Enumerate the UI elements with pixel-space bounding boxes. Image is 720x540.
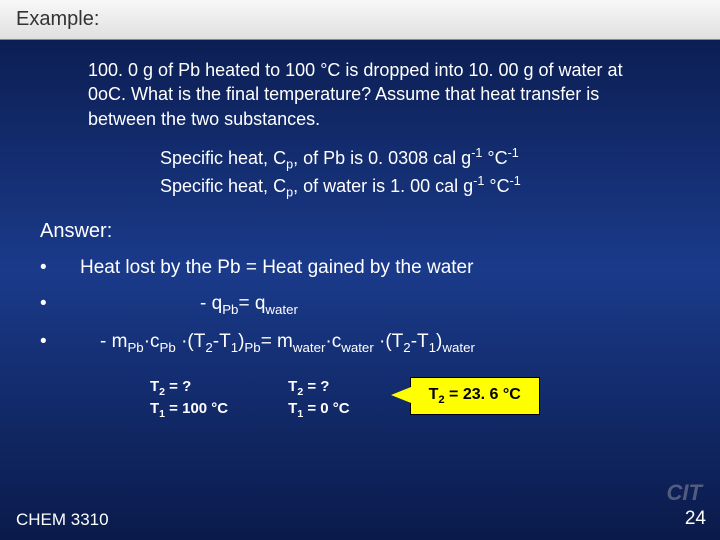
footer-course: CHEM 3310 [16,510,109,530]
specific-heat-water: Specific heat, Cp, of water is 1. 00 cal… [160,173,680,202]
equation-3-row: • - mPb·cPb ·(T2-T1)Pb= mwater·cwater ·(… [40,331,680,355]
bullet-icon: • [40,257,80,279]
answer-label: Answer: [40,220,680,243]
problem-statement: 100. 0 g of Pb heated to 100 °C is dropp… [40,58,680,131]
footer-page-number: 24 [685,508,706,530]
bullet-icon: • [40,331,80,353]
specific-heat-pb: Specific heat, Cp, of Pb is 0. 0308 cal … [160,145,680,174]
problem-text: 100. 0 g of Pb heated to 100 °C is dropp… [88,60,623,129]
specific-heat-block: Specific heat, Cp, of Pb is 0. 0308 cal … [40,145,680,202]
equation-1-row: • Heat lost by the Pb = Heat gained by t… [40,257,680,279]
temp-water: T2 = ? T1 = 0 °C [288,377,349,421]
bullet-icon: • [40,293,80,315]
equation-2-row: • - qPb= qwater [40,293,680,317]
equation-3: - mPb·cPb ·(T2-T1)Pb= mwater·cwater ·(T2… [80,331,475,355]
slide-content: 100. 0 g of Pb heated to 100 °C is dropp… [0,40,720,421]
temp-pb: T2 = ? T1 = 100 °C [150,377,228,421]
equation-2: - qPb= qwater [80,293,298,317]
result-box: T2 = 23. 6 °C [410,377,540,415]
header-title: Example: [16,8,99,30]
temperatures-row: T2 = ? T1 = 100 °C T2 = ? T1 = 0 °C T2 =… [40,377,680,421]
logo: CIT [667,480,702,506]
equation-1: Heat lost by the Pb = Heat gained by the… [80,257,473,279]
callout-tail-icon [391,387,411,403]
example-header: Example: [0,0,720,40]
